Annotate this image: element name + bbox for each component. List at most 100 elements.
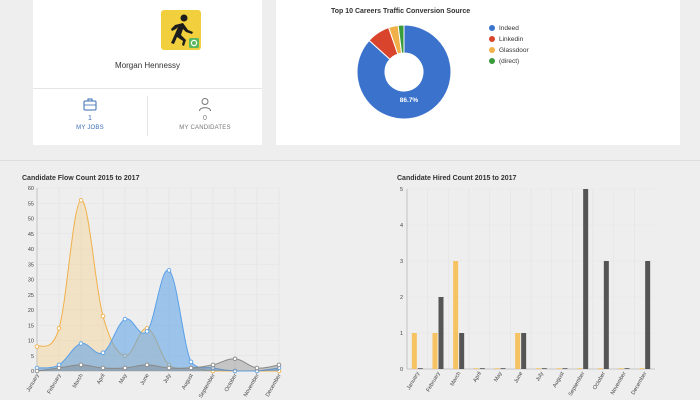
y-tick-label: 20 xyxy=(28,308,34,314)
data-point-series-2 xyxy=(78,362,84,368)
bar-series-1-april xyxy=(479,368,485,369)
y-tick-label: 0 xyxy=(31,369,34,375)
x-tick-label-march: March xyxy=(450,371,463,387)
x-tick-label-november: November xyxy=(243,373,261,398)
bar-series-0-july xyxy=(535,368,541,369)
bar-series-1-december xyxy=(645,261,651,369)
x-tick-label-february: February xyxy=(47,373,63,395)
x-tick-label-july: July xyxy=(535,371,545,383)
x-tick-label-april: April xyxy=(472,371,483,384)
legend-marker-direct xyxy=(489,58,495,64)
x-tick-label-august: August xyxy=(552,371,566,389)
pie-chart: 86.7% Indeed Linkedin Glassdoor (direct) xyxy=(356,24,529,120)
bar-series-0-february xyxy=(432,333,438,369)
pie-slice-indeed xyxy=(356,24,452,120)
data-point-series-0 xyxy=(100,313,106,319)
x-tick-label-january: January xyxy=(26,373,41,393)
y-tick-label: 1 xyxy=(400,331,403,337)
y-tick-label: 5 xyxy=(31,354,34,360)
x-tick-label-february: February xyxy=(426,371,442,393)
running-man-icon xyxy=(171,14,193,46)
user-icon xyxy=(199,98,211,112)
bar-series-1-march xyxy=(459,333,465,369)
legend-label-indeed: Indeed xyxy=(499,25,519,32)
bar-series-1-august xyxy=(562,368,568,369)
bar-series-1-june xyxy=(521,333,527,369)
my-candidates-label[interactable]: MY CANDIDATES xyxy=(179,125,231,131)
y-tick-label: 40 xyxy=(28,247,34,253)
y-tick-label: 3 xyxy=(400,259,403,265)
pie-slice-direct xyxy=(397,24,405,54)
y-tick-label: 50 xyxy=(28,217,34,223)
area-fill-series-1 xyxy=(37,269,279,371)
briefcase-icon xyxy=(83,98,97,111)
data-point-series-0 xyxy=(78,197,84,203)
bar-series-1-january xyxy=(417,368,423,369)
y-tick-label: 35 xyxy=(28,262,34,268)
my-candidates-stat[interactable]: 0 MY CANDIDATES xyxy=(148,96,262,131)
bar-series-0-august xyxy=(556,368,562,369)
bar-series-0-may xyxy=(494,368,500,369)
bar-series-1-september xyxy=(583,189,589,369)
bar-series-0-june xyxy=(515,333,521,369)
my-candidates-count: 0 xyxy=(203,115,207,122)
x-tick-label-november: November xyxy=(610,371,628,396)
data-point-series-1 xyxy=(100,350,106,355)
x-tick-label-august: August xyxy=(181,373,195,391)
bar-series-1-july xyxy=(541,368,547,369)
data-point-series-0 xyxy=(56,326,62,331)
y-tick-label: 45 xyxy=(28,232,34,238)
bar-series-1-may xyxy=(500,368,506,369)
legend-marker-linkedin xyxy=(489,36,495,42)
data-point-series-2 xyxy=(210,362,216,368)
data-point-series-1 xyxy=(188,359,194,365)
data-point-series-2 xyxy=(254,365,260,371)
bar-series-0-april xyxy=(473,368,479,369)
data-point-series-1 xyxy=(122,316,128,322)
data-point-series-2 xyxy=(144,362,150,368)
y-tick-label: 30 xyxy=(28,278,34,284)
bar-series-0-september xyxy=(577,368,583,369)
pie-chart-title: Top 10 Careers Traffic Conversion Source xyxy=(331,8,471,15)
x-tick-label-june: June xyxy=(140,373,151,386)
my-jobs-stat[interactable]: 1 MY JOBS xyxy=(33,96,147,131)
candidate-flow-chart: 0 5 10 15 20 25 30 35 40 45 50 55 60 January February M… xyxy=(26,186,283,399)
pie-data-label: 86.7% xyxy=(400,97,419,104)
x-tick-label-september: September xyxy=(568,371,587,397)
x-tick-label-july: July xyxy=(163,373,173,385)
stat-separator xyxy=(147,96,148,136)
data-point-series-2 xyxy=(166,365,172,371)
x-tick-label-october: October xyxy=(224,373,239,393)
x-tick-label-march: March xyxy=(72,373,85,389)
divider xyxy=(33,88,262,89)
x-tick-label-december: December xyxy=(631,371,649,396)
data-point-series-0 xyxy=(34,344,40,349)
x-tick-label-september: September xyxy=(198,373,217,399)
y-tick-label: 4 xyxy=(400,223,403,229)
y-tick-label: 0 xyxy=(400,367,403,373)
legend-marker-indeed xyxy=(489,25,495,31)
bar-series-1-november xyxy=(624,368,630,369)
flow-chart-title: Candidate Flow Count 2015 to 2017 xyxy=(22,175,140,182)
x-tick-label-april: April xyxy=(96,373,107,386)
x-tick-label-october: October xyxy=(592,371,607,391)
my-jobs-count: 1 xyxy=(88,115,92,122)
avatar[interactable] xyxy=(161,10,201,50)
bar-series-1-february xyxy=(438,297,444,369)
bar-series-1-october xyxy=(603,261,609,369)
data-point-series-1 xyxy=(232,368,238,374)
data-point-series-2 xyxy=(34,368,40,374)
legend-label-direct: (direct) xyxy=(499,58,519,65)
y-tick-label: 60 xyxy=(28,186,34,192)
my-jobs-label[interactable]: MY JOBS xyxy=(76,125,104,131)
legend-label-linkedin: Linkedin xyxy=(499,36,524,43)
bar-series-0-december xyxy=(639,368,645,369)
y-tick-label: 5 xyxy=(400,187,403,193)
x-tick-label-january: January xyxy=(406,371,421,391)
profile-name: Morgan Hennessy xyxy=(115,61,180,70)
data-point-series-2 xyxy=(276,362,282,368)
data-point-series-2 xyxy=(232,356,238,362)
data-point-series-1 xyxy=(166,268,172,273)
bar-series-0-march xyxy=(453,261,459,369)
bar-series-0-january xyxy=(411,333,417,369)
